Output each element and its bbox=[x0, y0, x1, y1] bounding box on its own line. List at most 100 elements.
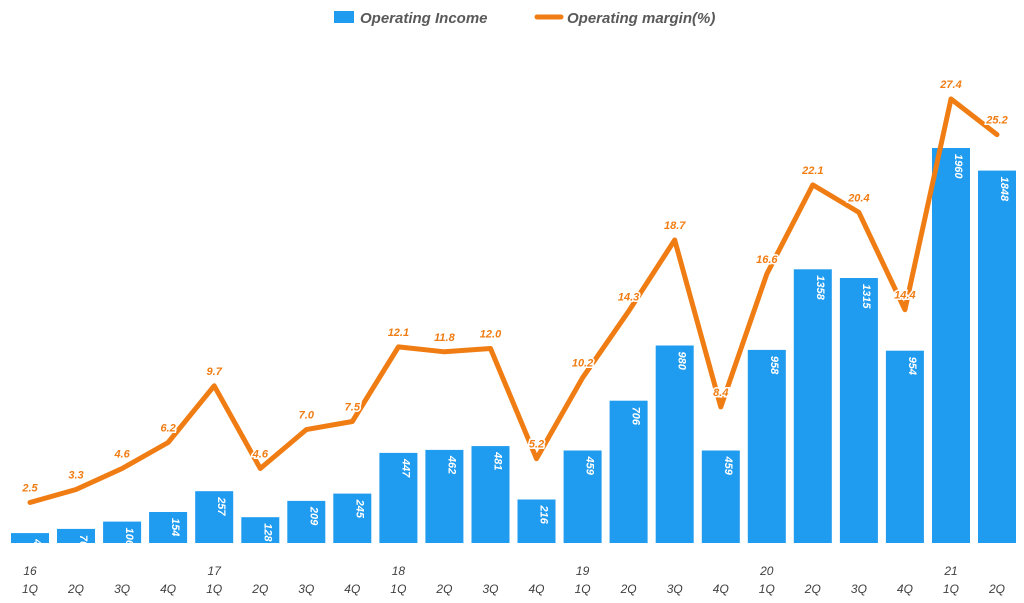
bar-labels-layer: 49 70 106 154 257 128 209 245 447 462 481 216 459 706… bbox=[31, 154, 1010, 552]
x-tick-label: 4Q bbox=[713, 582, 729, 596]
bar-value-label: 216 bbox=[538, 505, 550, 525]
x-tick-label: 3Q bbox=[482, 582, 498, 596]
legend-label-bars: Operating Income bbox=[360, 10, 488, 27]
x-tick-label: 2Q bbox=[804, 582, 821, 596]
bar bbox=[609, 400, 648, 543]
bar bbox=[11, 533, 49, 543]
x-year-label: 16 bbox=[23, 564, 37, 578]
bar-value-label: 154 bbox=[169, 518, 181, 536]
legend-label-line: Operating margin(%) bbox=[567, 10, 715, 27]
line-value-label: 25.2 bbox=[985, 115, 1007, 127]
line-value-label: 11.8 bbox=[434, 332, 455, 344]
line-value-label: 16.6 bbox=[756, 254, 778, 266]
bar bbox=[839, 278, 878, 543]
line-value-label: 27.4 bbox=[939, 79, 961, 91]
x-tick-label: 4Q bbox=[897, 582, 913, 596]
bar-value-label: 1358 bbox=[814, 275, 826, 300]
line-value-label: 14.4 bbox=[894, 290, 915, 302]
x-tick-label: 1Q bbox=[759, 582, 775, 596]
bar bbox=[978, 170, 1016, 543]
bar bbox=[103, 521, 142, 543]
line-value-label: 12.1 bbox=[388, 327, 409, 339]
bar bbox=[57, 528, 95, 543]
bar bbox=[932, 148, 970, 543]
line-value-label: 12.0 bbox=[480, 329, 502, 341]
line-labels-layer: 2.5 3.3 4.6 6.2 9.7 4.6 7.0 7.5 12.1 11.8 12.0 5.2 1… bbox=[20, 78, 1009, 497]
bar bbox=[793, 269, 832, 543]
line-value-label: 9.7 bbox=[207, 366, 223, 378]
line-value-label: 6.2 bbox=[160, 423, 175, 435]
x-year-label: 17 bbox=[208, 564, 223, 578]
bar-value-label: 49 bbox=[31, 538, 43, 552]
x-tick-label: 4Q bbox=[160, 582, 176, 596]
x-year-label: 18 bbox=[392, 564, 406, 578]
line-value-label: 14.3 bbox=[618, 291, 639, 303]
line-value-label: 4.6 bbox=[252, 449, 269, 461]
bars-layer bbox=[11, 148, 1016, 543]
bar bbox=[701, 450, 740, 543]
bar bbox=[379, 452, 418, 543]
x-tick-label: 1Q bbox=[575, 582, 591, 596]
bar-value-label: 459 bbox=[584, 456, 596, 476]
bar-value-label: 106 bbox=[123, 528, 135, 547]
bar-value-label: 481 bbox=[492, 451, 504, 470]
x-tick-label: 1Q bbox=[390, 582, 406, 596]
line-value-label: 3.3 bbox=[68, 470, 83, 482]
bar bbox=[195, 491, 234, 543]
bar-value-label: 209 bbox=[307, 506, 319, 526]
bar-value-label: 459 bbox=[722, 456, 734, 476]
legend: Operating Income Operating margin(%) bbox=[334, 10, 715, 27]
x-tick-label: 3Q bbox=[298, 582, 314, 596]
bar bbox=[747, 349, 786, 543]
bar bbox=[287, 500, 326, 543]
bar-value-label: 954 bbox=[906, 357, 918, 375]
line-value-label: 7.5 bbox=[345, 402, 361, 414]
bar-value-label: 462 bbox=[445, 455, 457, 474]
bar bbox=[333, 493, 372, 543]
x-tick-label: 2Q bbox=[67, 582, 84, 596]
bar bbox=[149, 512, 188, 543]
x-tick-label: 3Q bbox=[667, 582, 683, 596]
x-tick-label: 2Q bbox=[435, 582, 452, 596]
line-value-label: 5.2 bbox=[529, 439, 544, 451]
bar bbox=[655, 345, 694, 543]
x-tick-label: 1Q bbox=[943, 582, 959, 596]
bar-value-label: 257 bbox=[215, 496, 227, 516]
line-value-label: 2.5 bbox=[21, 483, 38, 495]
bar bbox=[425, 449, 464, 543]
x-tick-label: 4Q bbox=[528, 582, 544, 596]
bar bbox=[885, 350, 924, 543]
bar bbox=[563, 450, 602, 543]
line-value-label: 10.2 bbox=[572, 358, 593, 370]
line-layer bbox=[27, 96, 1000, 505]
x-axis: 1Q 2Q 3Q 4Q 1Q 2Q 3Q 4Q 1Q 2Q 3Q 4Q 1Q 2Q 3Q 4Q 1Q 2Q 3Q 4Q… bbox=[22, 564, 1005, 596]
x-tick-label: 2Q bbox=[251, 582, 268, 596]
bar-value-label: 1960 bbox=[952, 154, 964, 179]
bar bbox=[241, 517, 280, 543]
bar-value-label: 128 bbox=[261, 523, 273, 542]
x-year-label: 19 bbox=[576, 564, 590, 578]
line-value-label: 8.4 bbox=[713, 387, 728, 399]
line-value-label: 4.6 bbox=[113, 449, 130, 461]
bar bbox=[517, 499, 556, 543]
bar-value-label: 447 bbox=[399, 458, 411, 478]
x-tick-label: 3Q bbox=[114, 582, 130, 596]
x-tick-label: 1Q bbox=[22, 582, 38, 596]
bar-value-label: 245 bbox=[353, 499, 365, 519]
bar-value-label: 706 bbox=[630, 407, 642, 426]
x-tick-label: 1Q bbox=[206, 582, 222, 596]
bar-value-label: 958 bbox=[768, 356, 780, 375]
bar-value-label: 980 bbox=[676, 352, 688, 371]
bar bbox=[471, 446, 510, 543]
line-value-label: 18.7 bbox=[664, 220, 686, 232]
bar-value-label: 1315 bbox=[860, 284, 872, 309]
bar-value-label: 70 bbox=[77, 535, 89, 548]
x-year-label: 21 bbox=[943, 564, 957, 578]
line-value-label: 20.4 bbox=[847, 192, 869, 204]
x-tick-label: 2Q bbox=[988, 582, 1005, 596]
margin-line bbox=[27, 96, 1000, 505]
legend-swatch-bars bbox=[334, 11, 354, 23]
bar-value-label: 1848 bbox=[998, 177, 1010, 202]
x-tick-label: 2Q bbox=[620, 582, 637, 596]
